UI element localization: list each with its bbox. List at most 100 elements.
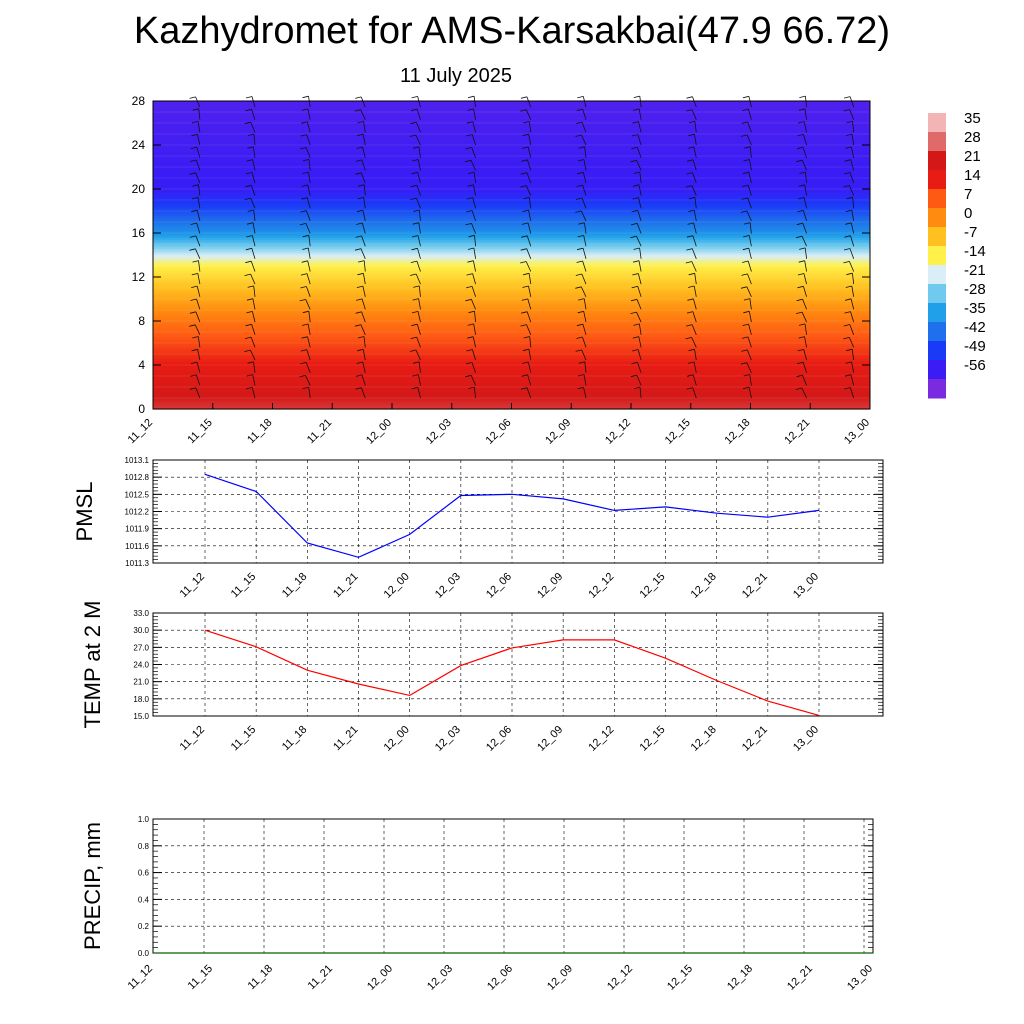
heatmap-band	[153, 156, 870, 159]
wind-barb	[691, 337, 697, 348]
heatmap-band	[153, 268, 870, 271]
wind-barb-flag	[189, 235, 196, 238]
heatmap-band	[153, 164, 870, 168]
wind-barb	[250, 197, 256, 209]
colorbar-label: -35	[964, 300, 986, 317]
wind-barb-flag	[299, 375, 306, 378]
y-tick-label: 24	[132, 138, 146, 152]
wind-barb	[362, 210, 366, 221]
heatmap-band	[153, 160, 870, 164]
wind-barb	[693, 298, 697, 310]
wind-barb	[747, 197, 752, 209]
wind-barb	[694, 273, 697, 285]
wind-barb	[583, 387, 587, 399]
wind-barb-flag	[577, 96, 584, 99]
heatmap-band	[153, 171, 870, 175]
colorbar-cell	[928, 189, 946, 209]
heatmap-band	[153, 246, 870, 249]
wind-barb-flag	[521, 311, 528, 314]
wind-barb-flag	[632, 121, 639, 124]
wind-barb-flag	[741, 197, 748, 200]
wind-barb-flag	[688, 272, 695, 276]
wind-barb	[747, 184, 752, 196]
heatmap-band	[153, 266, 870, 269]
wind-barb	[363, 336, 366, 348]
wind-barb	[581, 134, 587, 146]
heatmap-band	[153, 329, 870, 333]
wind-barb-flag	[357, 197, 364, 200]
wind-barb	[639, 171, 642, 184]
wind-barb	[360, 172, 366, 184]
wind-barb-flag	[412, 159, 419, 162]
wind-barb	[250, 185, 256, 196]
y-tick-label: 1011.3	[125, 559, 149, 568]
wind-barb	[851, 285, 855, 297]
wind-barb	[195, 311, 201, 323]
heatmap-band	[153, 197, 870, 201]
wind-barb-flag	[466, 134, 473, 137]
wind-barb-flag	[520, 324, 527, 327]
wind-barb-flag	[686, 387, 693, 390]
wind-barb	[415, 273, 421, 285]
precip-panel: 0.0 0.2 0.4 0.6 0.8 1.0 11_12 11_15 11_18 11_21 12…	[80, 815, 875, 993]
y-axis-title: TEMP at 2 M	[80, 601, 105, 729]
heatmap-band	[153, 226, 870, 230]
heatmap-band	[153, 127, 870, 131]
wind-barb-flag	[577, 247, 584, 251]
wind-barb	[250, 261, 256, 272]
wind-barb	[308, 159, 311, 171]
wind-barb-flag	[245, 247, 252, 251]
wind-barb-flag	[798, 121, 805, 124]
wind-barb	[417, 248, 421, 259]
wind-barb	[305, 375, 311, 386]
wind-barb-flag	[521, 159, 528, 162]
wind-barb-flag	[632, 273, 639, 276]
wind-barb-flag	[522, 209, 529, 212]
wind-barb-flag	[411, 96, 418, 99]
wind-barb-flag	[845, 298, 852, 301]
wind-barb	[747, 260, 752, 272]
wind-barb	[361, 311, 366, 323]
heatmap-band	[153, 208, 870, 212]
wind-barb	[528, 285, 532, 297]
wind-barb-flag	[685, 185, 692, 188]
x-tick-label: 13_00	[791, 724, 821, 754]
x-tick-label: 11_12	[126, 417, 156, 447]
wind-barb	[472, 336, 476, 348]
wind-barb	[308, 172, 311, 184]
colorbar-cell	[928, 284, 946, 304]
wind-barb	[636, 236, 642, 247]
wind-barb	[582, 172, 587, 184]
wind-barb-flag	[299, 223, 306, 226]
wind-barb	[749, 146, 752, 158]
wind-barb	[583, 235, 587, 247]
wind-barb	[803, 286, 807, 297]
wind-barb-flag	[844, 172, 851, 175]
wind-barb	[581, 121, 587, 133]
wind-barb	[471, 286, 476, 297]
x-tick-label: 11_18	[245, 417, 275, 447]
wind-barb-flag	[577, 374, 585, 377]
wind-barb	[471, 362, 476, 373]
wind-barb-flag	[301, 260, 308, 263]
wind-barb	[805, 171, 807, 184]
wind-barb	[526, 248, 532, 259]
wind-barb-flag	[686, 248, 693, 251]
wind-barb-flag	[686, 235, 693, 238]
wind-barb-flag	[411, 108, 418, 112]
y-tick-label: 28	[132, 94, 146, 108]
wind-barb-flag	[797, 210, 804, 213]
wind-barb	[693, 361, 697, 373]
wind-barb	[308, 235, 311, 247]
wind-barb-flag	[244, 121, 251, 125]
wind-barb-flag	[520, 261, 527, 264]
wind-barb-flag	[796, 159, 803, 163]
wind-barb-flag	[410, 121, 417, 125]
wind-barb-flag	[522, 361, 529, 364]
heatmap-band	[153, 336, 870, 340]
wind-barb	[252, 235, 256, 247]
wind-barb-flag	[742, 260, 749, 263]
wind-barb	[474, 311, 476, 323]
y-tick-label: 1012.5	[125, 490, 150, 499]
x-tick-label: 12_00	[365, 963, 395, 993]
